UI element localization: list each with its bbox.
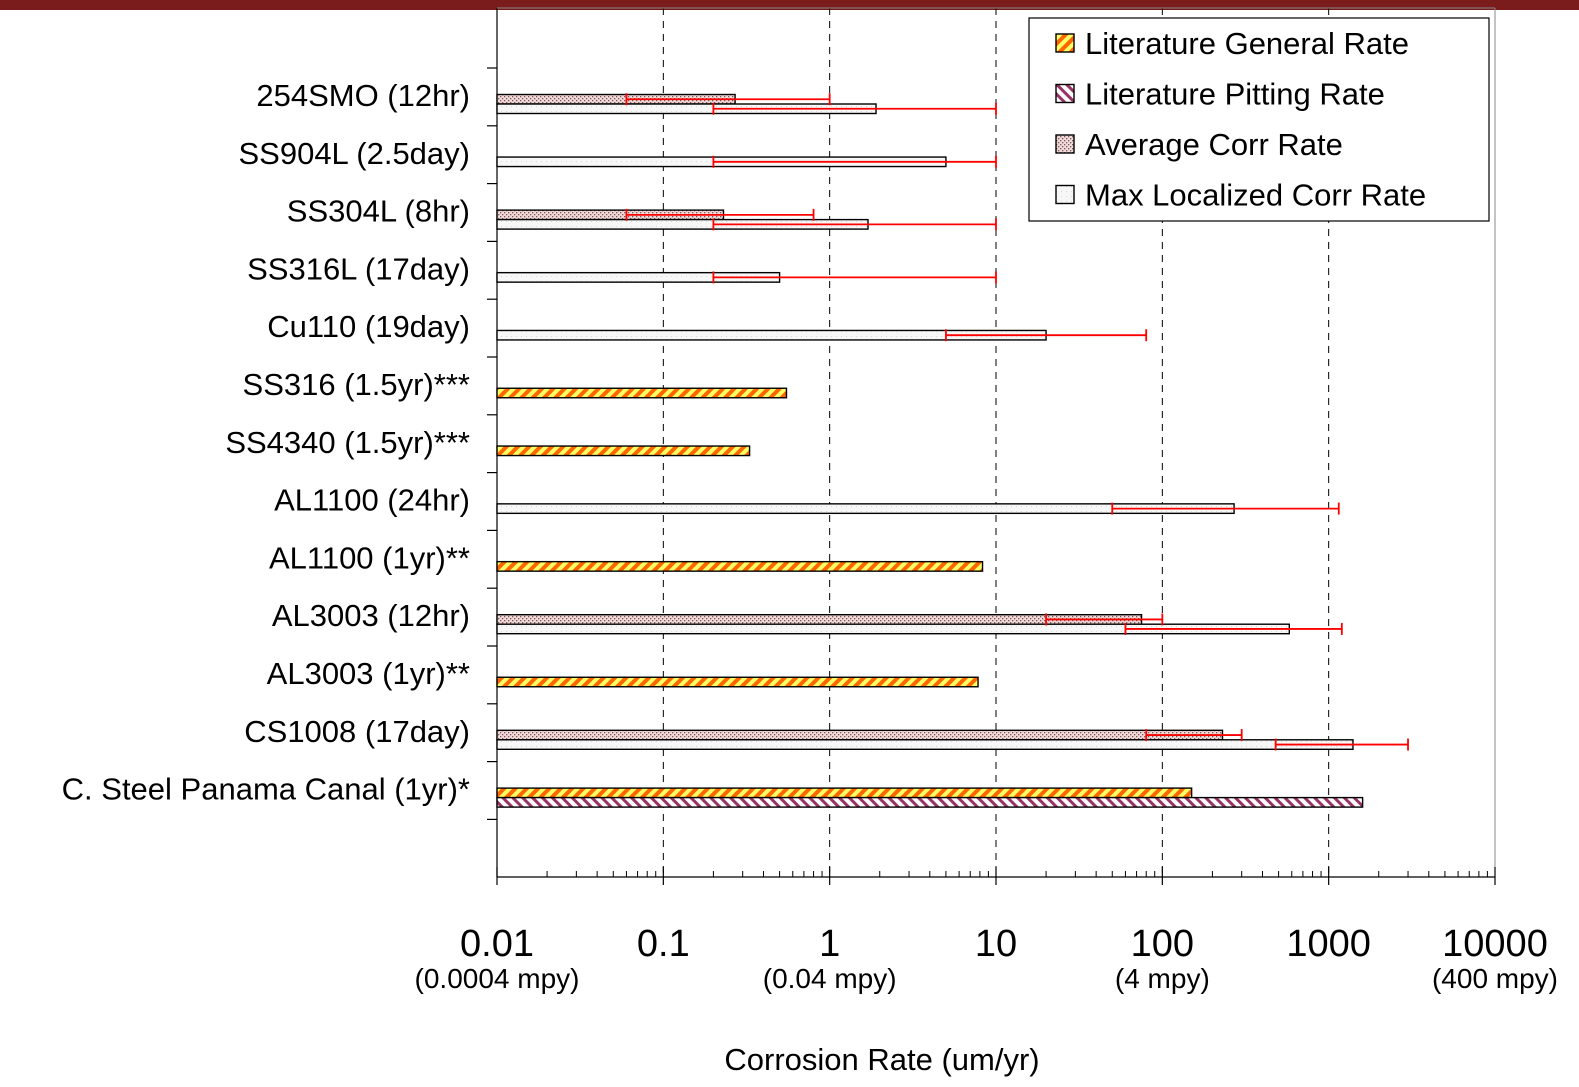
bar-max [496, 739, 1354, 750]
legend-swatch-lit-pitting [1055, 83, 1075, 104]
category-label: SS4340 (1.5yr)*** [225, 425, 470, 460]
legend-swatch-avg [1055, 134, 1075, 154]
x-tick-sublabel: (4 mpy) [1115, 963, 1210, 994]
x-tick-label: 100 [1131, 923, 1194, 965]
legend: Literature General Rate Literature Pittin… [1028, 17, 1490, 222]
legend-box [1028, 17, 1490, 222]
bars [496, 93, 1364, 808]
category-label: SS904L (2.5day) [238, 136, 470, 171]
x-tick-sublabel: (0.0004 mpy) [415, 963, 580, 994]
category-label: SS316L (17day) [247, 251, 470, 286]
legend-label: Average Corr Rate [1085, 127, 1343, 162]
legend-label: Literature Pitting Rate [1085, 77, 1385, 112]
bar-lit-general [496, 787, 1193, 799]
bar-lit-general [496, 445, 751, 457]
legend-label: Max Localized Corr Rate [1085, 178, 1426, 213]
bar-lit-general [496, 560, 984, 572]
x-tick-label: 0.1 [637, 923, 690, 965]
x-tick-sublabel: (0.04 mpy) [763, 963, 897, 994]
category-label: 254SMO (12hr) [256, 78, 470, 113]
x-tick-label: 1000 [1286, 923, 1371, 965]
category-label: AL3003 (1yr)** [267, 656, 470, 691]
category-label: AL1100 (1yr)** [269, 540, 470, 575]
x-tick-label: 10000 [1442, 923, 1548, 965]
top-banner-bar [0, 0, 1579, 10]
category-label: C. Steel Panama Canal (1yr)* [62, 772, 470, 807]
x-axis-title: Corrosion Rate (um/yr) [724, 1042, 1039, 1077]
category-label: CS1008 (17day) [244, 714, 470, 749]
x-tick-label: 1 [819, 923, 840, 965]
error-bars [625, 93, 1409, 751]
legend-swatch-lit-general [1055, 33, 1075, 53]
x-tick-sublabel: (400 mpy) [1432, 963, 1558, 994]
category-label: AL3003 (12hr) [272, 598, 470, 633]
bar-lit-pitting [496, 796, 1364, 808]
category-labels: 254SMO (12hr) SS904L (2.5day) SS304L (8hr)… [62, 78, 470, 807]
x-tick-label: 0.01 [460, 923, 534, 965]
bar-avg [496, 614, 1143, 625]
category-label: AL1100 (24hr) [274, 483, 470, 518]
bar-avg [496, 729, 1224, 741]
category-label: SS304L (8hr) [287, 194, 470, 229]
bar-lit-general [496, 676, 979, 688]
bar-lit-general [496, 387, 788, 399]
x-tick-labels: 0.01(0.0004 mpy) 0.1 1(0.04 mpy) 10 100(4 mp… [415, 923, 1559, 994]
legend-label: Literature General Rate [1085, 26, 1409, 61]
legend-swatch-max [1055, 184, 1075, 205]
category-label: Cu110 (19day) [267, 309, 470, 344]
x-tick-label: 10 [975, 923, 1017, 965]
category-label: SS316 (1.5yr)*** [243, 367, 470, 402]
